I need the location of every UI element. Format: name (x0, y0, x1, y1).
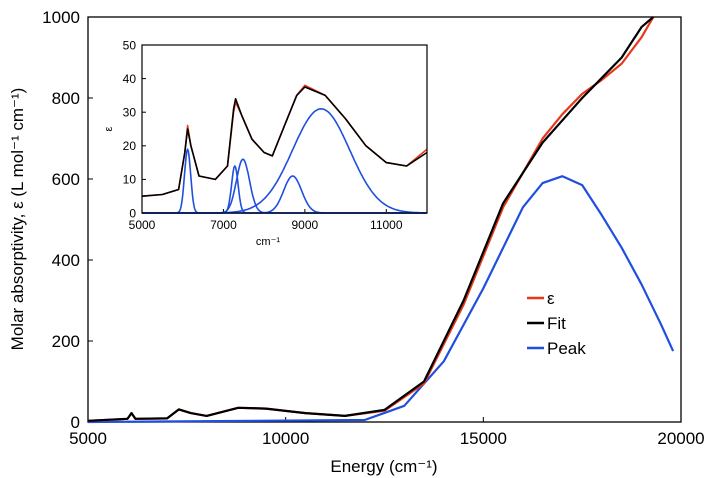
main-x-axis-label: Energy (cm⁻¹) (330, 457, 437, 476)
legend-label-epsilon: ε (547, 289, 555, 308)
inset-y-tick-label: 30 (123, 106, 137, 120)
main-plot-frame (87, 16, 682, 423)
main-x-tick-label: 15000 (460, 429, 507, 448)
inset-x-tick-label: 7000 (210, 218, 237, 232)
legend-label-peak: Peak (547, 339, 586, 358)
main-series-line-fit (87, 16, 655, 422)
main-x-axis: 5000 10000 15000 20000 (69, 417, 705, 448)
inset-y-tick-label: 40 (123, 72, 137, 86)
main-y-tick-label: 800 (52, 89, 80, 108)
main-x-tick-label: 20000 (657, 429, 704, 448)
inset-x-tick-label: 11000 (370, 218, 403, 232)
inset-y-tick-label: 0 (129, 206, 136, 220)
inset-x-axis: 5000 7000 9000 11000 (129, 209, 403, 232)
main-series-line-peak (87, 175, 675, 424)
inset-plot-background (142, 45, 427, 213)
inset-plot-frame (141, 44, 428, 214)
inset-y-tick-label: 20 (123, 139, 137, 153)
main-x-tick-label: 5000 (69, 429, 107, 448)
inset-x-axis-label: cm⁻¹ (256, 236, 280, 248)
inset-series-line-fit (141, 86, 428, 197)
legend: ε Fit Peak (527, 289, 586, 358)
main-y-tick-label: 1000 (42, 8, 80, 27)
inset-y-axis: 0 10 20 30 40 50 (123, 38, 146, 220)
legend-label-fit: Fit (547, 314, 566, 333)
main-y-tick-label: 200 (52, 332, 80, 351)
legend-item-epsilon: ε (527, 289, 555, 308)
main-x-tick-label: 10000 (262, 429, 309, 448)
main-y-tick-label: 400 (52, 251, 80, 270)
inset-y-tick-label: 10 (123, 173, 137, 187)
inset-plot: 5000 7000 9000 11000 0 10 20 30 40 50 cm⁻¹ ε (103, 38, 428, 248)
main-y-axis-label: Molar absorptivity, ε (L mol⁻¹ cm⁻¹) (8, 88, 27, 351)
main-y-tick-label: 600 (52, 170, 80, 189)
legend-item-fit: Fit (527, 314, 566, 333)
inset-y-tick-label: 50 (123, 38, 137, 52)
main-series-group (87, 16, 675, 424)
inset-x-tick-label: 5000 (129, 218, 156, 232)
main-y-axis: 0 200 400 600 800 1000 (42, 8, 93, 432)
main-y-tick-label: 0 (71, 413, 80, 432)
inset-x-tick-label: 9000 (292, 218, 319, 232)
inset-y-axis-label: ε (103, 126, 115, 131)
legend-item-peak: Peak (527, 339, 586, 358)
